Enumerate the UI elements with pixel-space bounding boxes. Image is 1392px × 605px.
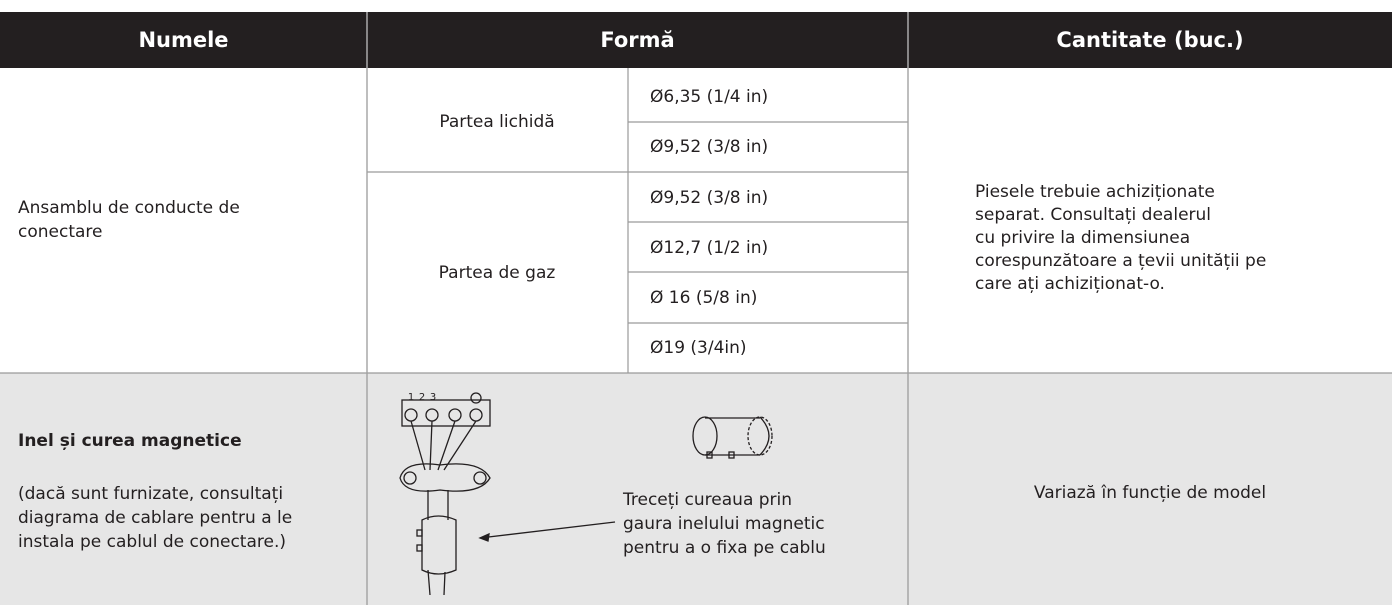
quantity-text: separat. Consultați dealerul [975,205,1212,225]
pipe-size: Ø 16 (5/8 in) [650,287,758,308]
quantity-text: cu privire la dimensiunea [975,228,1191,248]
pipe-size: Ø6,35 (1/4 in) [650,87,769,108]
pipe-size: Ø9,52 (3/8 in) [650,137,769,158]
pipe-size: Ø9,52 (3/8 in) [650,187,769,208]
row-note: instala pe cablul de conectare.) [18,532,286,552]
cable-illustration [399,392,773,596]
column-header: Numele [138,28,229,52]
grid-lines [0,12,1392,605]
row-name: Inel și curea magnetice [18,431,242,451]
terminal-number: 3 [429,392,437,403]
terminal-number: 1 [407,392,415,403]
row-note: diagrama de cablare pentru a le [18,508,293,528]
pipe-size: Ø12,7 (1/2 in) [650,237,769,258]
header-background [0,12,1392,68]
illustration-caption: Treceți cureaua prin [623,490,793,510]
column-header: Formă [600,28,675,52]
quantity-text: corespunzătoare a țevii unității pe [975,251,1267,271]
quantity-text: Variază în funcție de model [1033,483,1267,503]
pipe-size: Ø19 (3/4in) [650,338,747,359]
pipe-side: Partea lichidă [439,112,555,133]
column-header: Cantitate (buc.) [1056,28,1244,52]
pipe-side: Partea de gaz [438,262,556,283]
quantity-text: Piesele trebuie achiziționate [975,182,1215,202]
row-name: Ansamblu de conducte de conectare [18,198,240,242]
terminal-number: 2 [418,392,426,403]
illustration-caption: gaura inelului magnetic [623,514,825,534]
quantity-text: care ați achiziționat-o. [975,274,1165,294]
row-note: (dacă sunt furnizate, consultați [18,484,284,504]
row-background [0,373,1392,605]
illustration-caption: pentru a o fixa pe cablu [623,538,826,558]
